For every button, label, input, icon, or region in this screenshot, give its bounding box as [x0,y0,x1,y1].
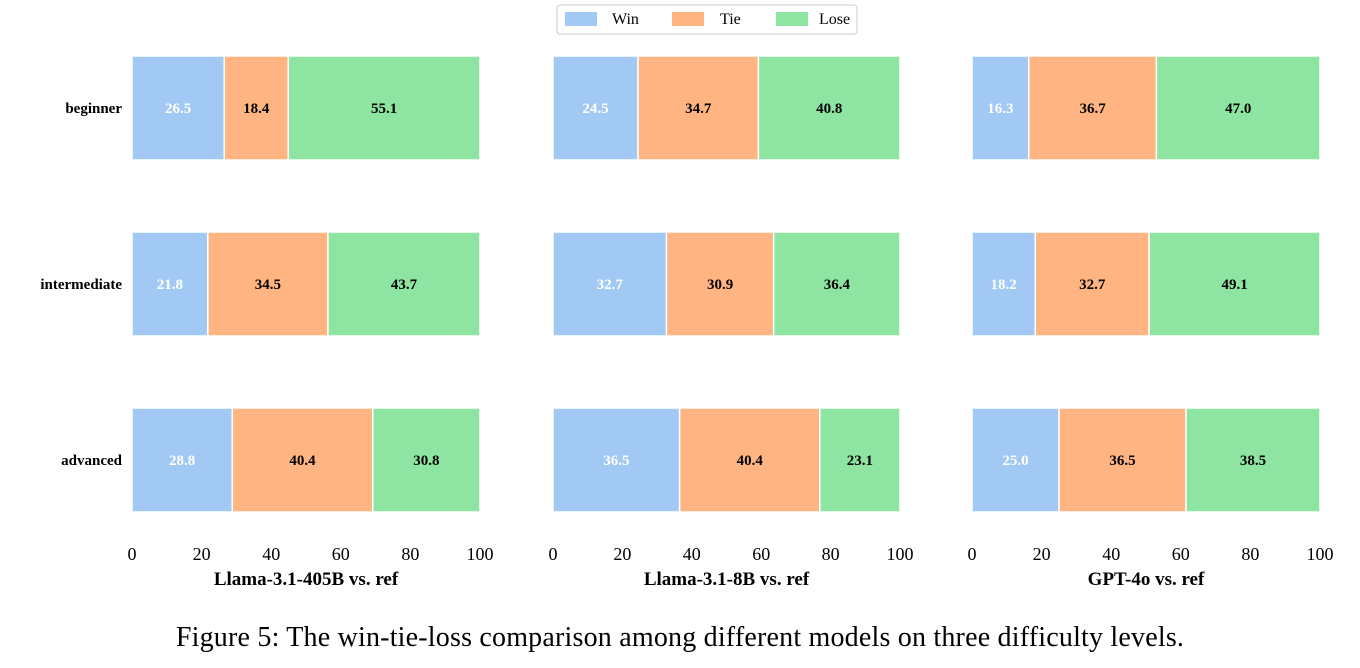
x-axis-label: GPT-4o vs. ref [1088,569,1205,590]
panel-gpt-4o-vs-ref: 16.3 36.7 47.0 18.2 32.7 49.1 25.0 36.5 38.5 0 20 4… [968,55,1334,590]
category-label-advanced: advanced [61,453,123,469]
data-label-tie-beginner: 18.4 [243,101,270,117]
data-label-win-intermediate: 18.2 [991,277,1017,293]
bar-lose-advanced [1185,407,1321,513]
data-label-lose-advanced: 23.1 [847,453,873,469]
data-label-tie-intermediate: 32.7 [1079,277,1106,293]
data-label-win-advanced: 36.5 [603,453,629,469]
bar-tie-intermediate [1034,231,1150,337]
bar-lose-advanced [819,407,901,513]
bar-lose-beginner [287,55,481,161]
data-label-win-advanced: 25.0 [1002,453,1028,469]
x-tick-label: 20 [613,544,631,564]
data-label-win-beginner: 16.3 [987,101,1013,117]
data-label-win-advanced: 28.8 [169,453,195,469]
x-tick-label: 60 [752,544,770,564]
data-label-tie-intermediate: 30.9 [707,277,733,293]
bar-lose-intermediate [772,231,901,337]
data-label-tie-advanced: 40.4 [737,453,764,469]
panel-llama-3-1-405b-vs-ref: 26.5 18.4 55.1 21.8 34.5 43.7 28.8 40.4 30.8 0 20 4… [128,55,494,590]
bar-win-intermediate [552,231,668,337]
legend: Win Tie Lose [556,4,858,35]
category-labels: beginner intermediate advanced [40,101,122,469]
bar-tie-intermediate [207,231,329,337]
category-label-beginner: beginner [65,101,122,117]
x-tick-label: 40 [262,544,280,564]
x-tick-label: 80 [822,544,840,564]
x-tick-label: 80 [401,544,419,564]
data-label-lose-beginner: 55.1 [371,101,397,117]
legend-label-lose: Lose [819,11,850,28]
x-tick-label: 80 [1241,544,1259,564]
data-label-tie-beginner: 34.7 [685,101,712,117]
x-tick-label: 40 [683,544,701,564]
x-tick-label: 60 [332,544,350,564]
data-label-win-intermediate: 32.7 [597,277,624,293]
bar-win-advanced [552,407,681,513]
x-tick-label: 100 [887,544,914,564]
legend-label-tie: Tie [720,11,741,28]
x-tick-label: 100 [1307,544,1334,564]
data-label-lose-intermediate: 43.7 [391,277,418,293]
data-label-tie-advanced: 36.5 [1109,453,1135,469]
bar-win-intermediate [971,231,1037,337]
category-label-intermediate: intermediate [40,277,122,293]
data-label-win-beginner: 26.5 [165,101,191,117]
bar-tie-beginner [1027,55,1158,161]
x-tick-label: 0 [549,544,558,564]
legend-swatch-win [565,12,597,26]
x-axis-label: Llama-3.1-405B vs. ref [214,569,399,590]
x-tick-label: 0 [128,544,137,564]
data-label-lose-beginner: 40.8 [816,101,842,117]
data-label-tie-intermediate: 34.5 [255,277,281,293]
data-label-lose-advanced: 30.8 [413,453,439,469]
data-label-lose-intermediate: 36.4 [824,277,851,293]
x-tick-label: 40 [1102,544,1120,564]
x-tick-label: 100 [467,544,494,564]
data-label-lose-advanced: 38.5 [1240,453,1266,469]
bar-tie-beginner [223,55,290,161]
legend-frame [556,4,858,35]
chart-panels: 26.5 18.4 55.1 21.8 34.5 43.7 28.8 40.4 30.8 0 20 4… [128,55,1334,590]
win-tie-loss-figure: Win Tie Lose beginnerintermediateadvanced … [40,4,1334,590]
bar-win-advanced [131,407,233,513]
x-tick-label: 0 [968,544,977,564]
bar-lose-intermediate [1148,231,1321,337]
legend-swatch-tie [672,12,704,26]
legend-label-win: Win [612,11,639,28]
x-tick-label: 60 [1172,544,1190,564]
data-label-lose-intermediate: 49.1 [1221,277,1247,293]
bar-lose-advanced [372,407,481,513]
panel-llama-3-1-8b-vs-ref: 24.5 34.7 40.8 32.7 30.9 36.4 36.5 40.4 23.1 0 20 4… [549,55,914,590]
bar-win-advanced [971,407,1060,513]
x-axis-label: Llama-3.1-8B vs. ref [644,569,810,590]
bar-lose-beginner [757,55,901,161]
data-label-lose-beginner: 47.0 [1225,101,1251,117]
x-tick-label: 20 [193,544,211,564]
bar-win-beginner [971,55,1030,161]
data-label-tie-advanced: 40.4 [289,453,316,469]
bar-tie-advanced [678,407,821,513]
data-label-win-intermediate: 21.8 [157,277,183,293]
x-tick-label: 20 [1033,544,1051,564]
data-label-tie-beginner: 36.7 [1079,101,1106,117]
legend-swatch-lose [776,12,808,26]
data-label-win-beginner: 24.5 [582,101,608,117]
bar-tie-advanced [231,407,374,513]
bar-lose-beginner [1155,55,1321,161]
bar-tie-intermediate [665,231,775,337]
bar-lose-intermediate [327,231,481,337]
figure-caption: Figure 5: The win-tie-loss comparison am… [175,622,1185,653]
bar-win-beginner [552,55,639,161]
bar-win-beginner [131,55,225,161]
